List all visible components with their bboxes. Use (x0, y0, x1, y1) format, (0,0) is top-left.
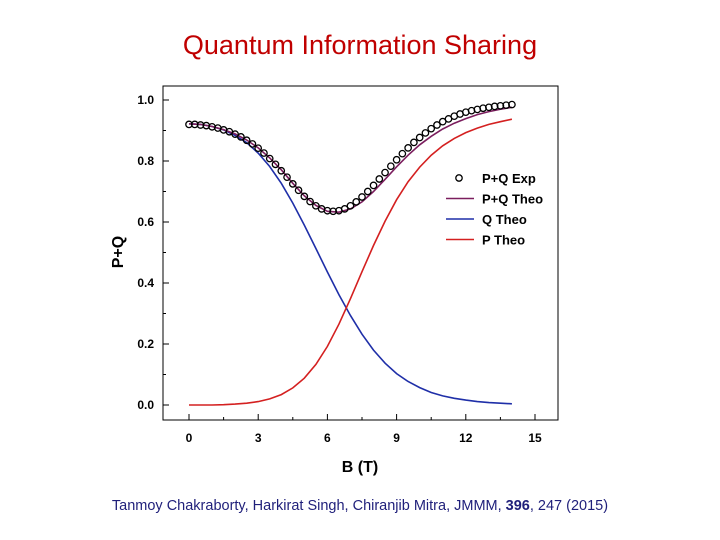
y-axis-label: P+Q (110, 236, 127, 268)
data-point (346, 201, 355, 210)
x-tick-label: 12 (459, 431, 473, 445)
data-point (392, 155, 401, 164)
series-line-p-theo (189, 118, 513, 406)
data-point (421, 129, 430, 137)
data-point (427, 124, 436, 133)
data-point (415, 133, 424, 142)
data-point (237, 133, 245, 141)
y-tick-label: 0.0 (137, 398, 154, 412)
citation-volume: 396 (505, 498, 530, 514)
legend-label-p-theo: P Theo (482, 233, 525, 248)
data-point (248, 140, 257, 148)
data-point (433, 121, 441, 129)
data-point (398, 149, 407, 158)
data-point (352, 198, 361, 206)
data-point (265, 154, 274, 163)
x-tick-label: 6 (324, 431, 331, 445)
data-point (381, 168, 389, 177)
data-point (386, 162, 395, 171)
citation-authors: Tanmoy Chakraborty, Harkirat Singh, Chir… (111, 498, 502, 514)
legend-label-pplus-q-theo: P+Q Theo (482, 192, 543, 207)
x-tick-label: 9 (393, 431, 400, 445)
data-point (312, 201, 320, 210)
series-line-pplus-q-theo (188, 106, 513, 214)
y-tick-label: 0.4 (137, 276, 154, 290)
y-tick-label: 0.6 (137, 215, 154, 229)
data-point (271, 160, 280, 169)
legend-label-pplus-q-exp: P+Q Exp (482, 171, 536, 186)
data-point (254, 144, 263, 153)
x-tick-label: 3 (255, 431, 262, 445)
data-point (242, 136, 251, 145)
data-point (340, 205, 349, 213)
x-axis-label: B (T) (342, 459, 378, 476)
data-point (404, 144, 412, 152)
series-layer (185, 100, 516, 406)
data-point (508, 100, 516, 109)
data-point (283, 173, 291, 182)
data-point (306, 197, 314, 206)
data-point (375, 175, 384, 183)
data-point (294, 186, 303, 195)
data-point (300, 192, 309, 201)
y-tick-label: 1.0 (137, 93, 154, 107)
legend-label-q-theo: Q Theo (482, 212, 527, 227)
x-tick-label: 0 (186, 431, 193, 445)
citation: Tanmoy Chakraborty, Harkirat Singh, Chir… (0, 498, 720, 514)
data-point (410, 138, 418, 147)
axes: 0 3 6 9 12 15 0.0 0.2 0.4 0.6 0.8 1.0 (137, 93, 542, 445)
data-point (358, 193, 366, 201)
y-tick-label: 0.2 (137, 337, 154, 351)
data-point (369, 181, 378, 190)
data-point (260, 149, 268, 157)
legend: P+Q Exp P+Q Theo Q Theo P Theo (446, 171, 543, 248)
citation-pages-year: , 247 (2015) (529, 498, 609, 514)
series-line-q-theo (188, 123, 512, 405)
data-point (277, 166, 286, 175)
plot-frame (162, 85, 559, 421)
slide-title: Quantum Information Sharing (182, 30, 538, 60)
legend-marker-pplus-q-exp (455, 174, 463, 182)
x-tick-label: 15 (528, 431, 542, 445)
data-point (288, 180, 297, 188)
y-tick-label: 0.8 (137, 154, 154, 168)
data-point (363, 187, 372, 196)
